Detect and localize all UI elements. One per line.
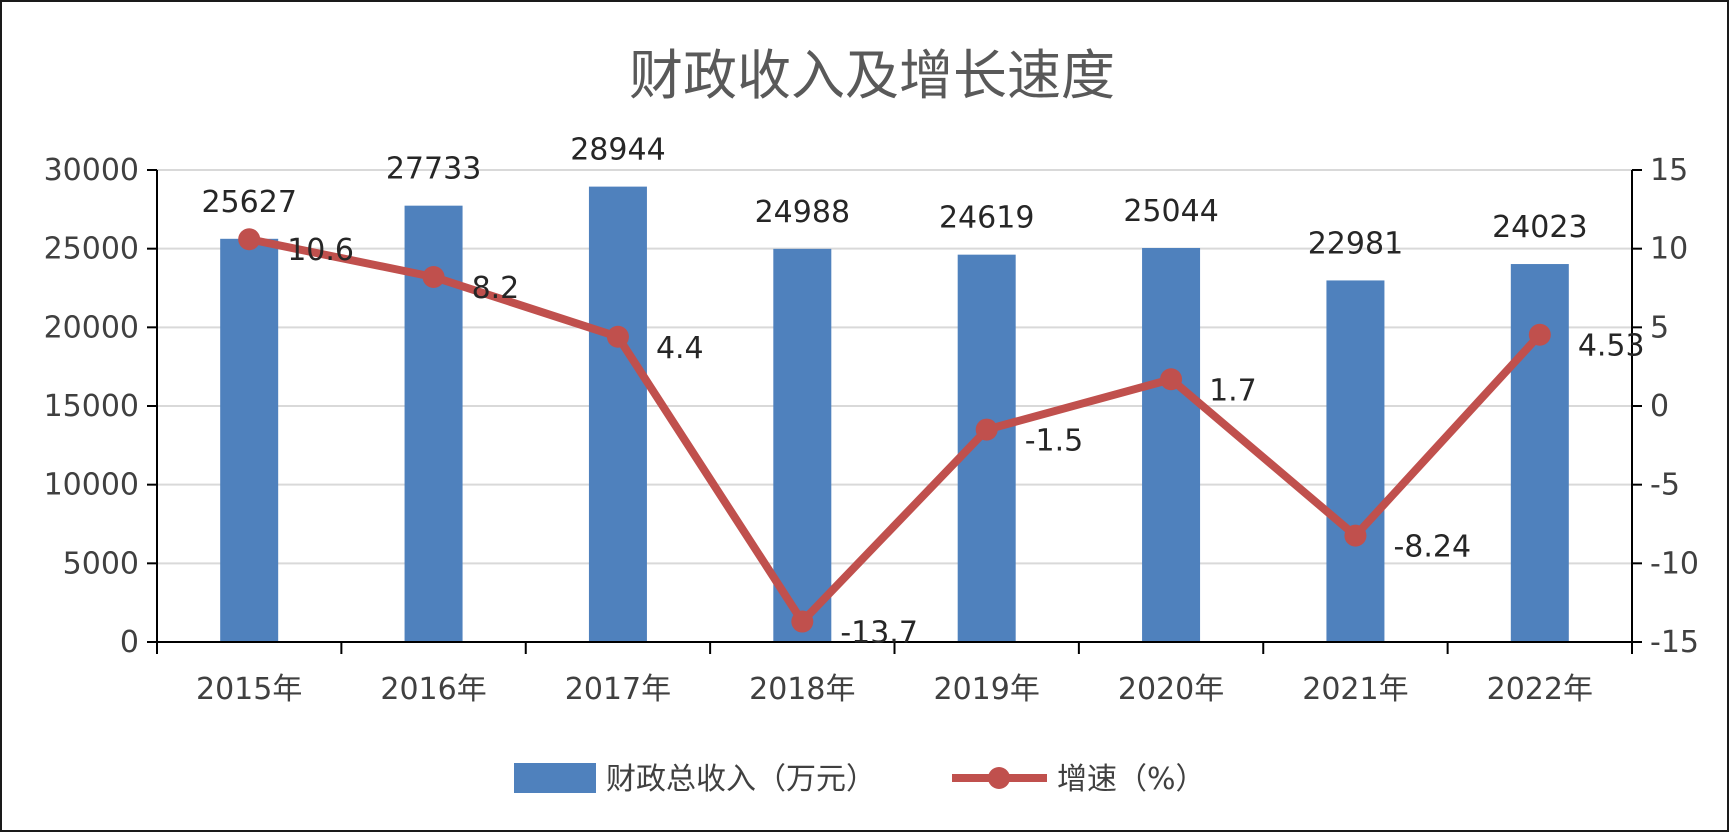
right-axis-tick-label: -15 xyxy=(1650,625,1699,660)
line-series xyxy=(238,228,1551,633)
legend-line-label: 增速（%） xyxy=(1057,762,1206,797)
growth-value-label: 10.6 xyxy=(287,233,354,268)
growth-marker xyxy=(975,418,998,441)
right-axis-tick-label: 10 xyxy=(1650,232,1688,267)
legend-bar-swatch xyxy=(514,763,596,793)
growth-line xyxy=(248,235,1543,626)
growth-value-label: -8.24 xyxy=(1393,530,1471,565)
growth-marker xyxy=(238,228,261,251)
growth-marker xyxy=(606,325,629,348)
bar-value-label: 25627 xyxy=(201,185,296,220)
left-axis-tick-label: 30000 xyxy=(44,153,139,188)
growth-value-label: -1.5 xyxy=(1025,424,1084,459)
bar xyxy=(1510,264,1569,642)
left-axis-tick-label: 5000 xyxy=(63,546,139,581)
right-axis-tick-label: 0 xyxy=(1650,389,1669,424)
bar-value-label: 27733 xyxy=(386,152,481,187)
left-axis-tick-label: 25000 xyxy=(44,232,139,267)
legend: 财政总收入（万元） 增速（%） xyxy=(514,762,1206,797)
bar xyxy=(1326,280,1385,642)
x-axis-tick-label: 2022年 xyxy=(1487,672,1593,707)
x-axis-tick-label: 2018年 xyxy=(749,672,855,707)
x-axis-tick-label: 2021年 xyxy=(1302,672,1408,707)
growth-marker xyxy=(422,265,445,288)
bar xyxy=(220,238,279,642)
bar-value-label: 24023 xyxy=(1492,210,1587,245)
bar-value-label: 25044 xyxy=(1123,194,1218,229)
x-axis-tick-label: 2019年 xyxy=(934,672,1040,707)
legend-line-marker xyxy=(988,767,1010,789)
x-axis-tick-label: 2020年 xyxy=(1118,672,1224,707)
growth-value-label: 1.7 xyxy=(1209,373,1257,408)
growth-marker xyxy=(791,610,814,633)
chart-title: 财政收入及增长速度 xyxy=(629,44,1115,107)
right-axis-tick-label: -5 xyxy=(1650,468,1680,503)
left-axis-tick-label: 20000 xyxy=(44,310,139,345)
bar-value-label: 28944 xyxy=(570,133,665,168)
right-axis-tick-label: -10 xyxy=(1650,546,1699,581)
growth-marker xyxy=(1344,524,1367,547)
left-axis-tick-label: 15000 xyxy=(44,389,139,424)
bar-value-label: 22981 xyxy=(1308,226,1403,261)
bar-value-label: 24988 xyxy=(755,195,850,230)
left-axis-tick-label: 10000 xyxy=(44,468,139,503)
growth-value-label: -13.7 xyxy=(840,616,918,651)
growth-marker xyxy=(1160,368,1183,391)
growth-value-label: 4.4 xyxy=(656,331,704,366)
growth-value-label: 8.2 xyxy=(472,271,520,306)
gridlines xyxy=(157,169,1632,565)
legend-bar-label: 财政总收入（万元） xyxy=(606,762,876,797)
bar-value-label: 24619 xyxy=(939,201,1034,236)
bar xyxy=(773,248,832,642)
axes: 0 5000 10000 15000 20000 25000 30000 -15 -10 -5 0 5… xyxy=(44,153,1699,707)
x-axis-tick-label: 2016年 xyxy=(380,672,486,707)
left-axis-tick-label: 0 xyxy=(120,625,139,660)
growth-marker xyxy=(1528,323,1551,346)
x-axis-tick-label: 2015年 xyxy=(196,672,302,707)
data-labels: 25627 27733 28944 24988 24619 25044 22981 24023… xyxy=(201,133,1644,651)
right-axis-tick-label: 5 xyxy=(1650,310,1669,345)
x-axis-tick-label: 2017年 xyxy=(565,672,671,707)
growth-value-label: 4.53 xyxy=(1578,329,1645,364)
bar xyxy=(1142,247,1201,642)
right-axis-tick-label: 15 xyxy=(1650,153,1688,188)
bar xyxy=(588,186,647,643)
